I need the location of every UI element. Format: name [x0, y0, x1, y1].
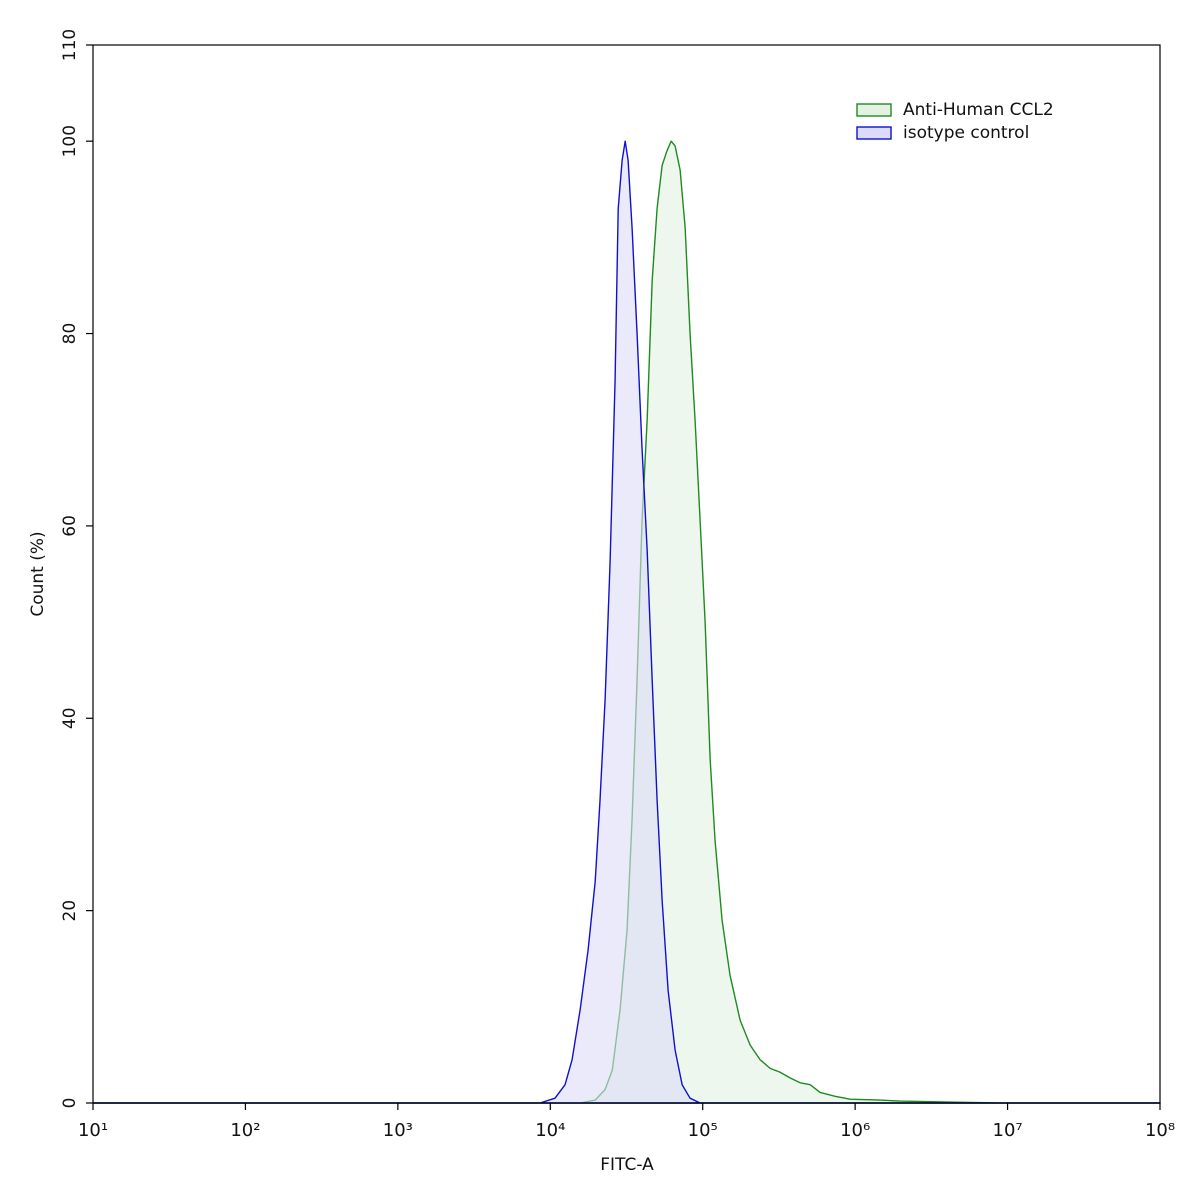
- plot-frame: [92, 44, 1161, 1104]
- x-tick-label: 10¹: [78, 1120, 108, 1141]
- x-tick-label: 10⁵: [688, 1120, 718, 1141]
- y-tick-label: 40: [60, 707, 80, 729]
- x-tick-label: 10⁴: [535, 1120, 565, 1141]
- legend-label: isotype control: [903, 123, 1029, 143]
- legend-swatch: [856, 103, 892, 117]
- x-tick-label: 10²: [230, 1120, 260, 1141]
- histogram-curve: [92, 140, 1161, 1104]
- y-tick-label: 80: [60, 323, 80, 345]
- y-axis-label: Count (%): [28, 531, 48, 616]
- y-tick-label: 0: [60, 1098, 80, 1109]
- x-tick-label: 10⁶: [840, 1120, 870, 1141]
- x-axis-label: FITC-A: [600, 1155, 654, 1175]
- y-tick-label: 100: [60, 125, 80, 157]
- x-tick-label: 10⁸: [1145, 1120, 1175, 1141]
- x-tick-label: 10⁷: [993, 1120, 1023, 1141]
- x-tick-label: 10³: [383, 1120, 413, 1141]
- y-tick-label: 60: [60, 515, 80, 537]
- legend-label: Anti-Human CCL2: [903, 100, 1054, 120]
- y-tick-label: 20: [60, 900, 80, 922]
- legend-swatch: [856, 126, 892, 140]
- y-tick-label: 110: [60, 29, 80, 61]
